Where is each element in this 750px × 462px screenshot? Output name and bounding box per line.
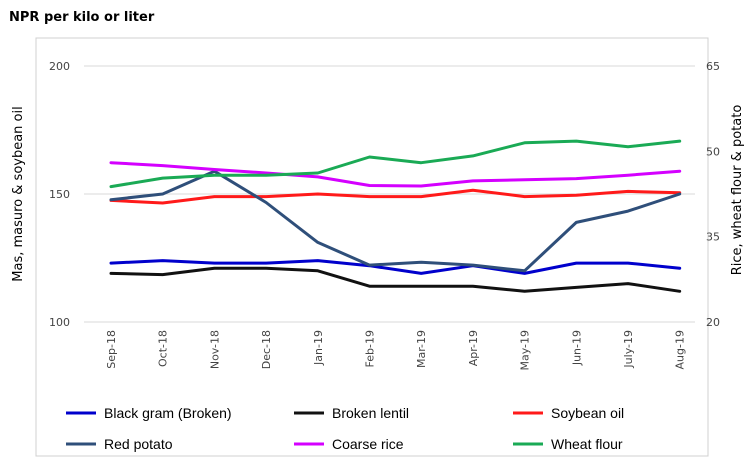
legend-label: Black gram (Broken) — [104, 405, 232, 421]
legend-label: Red potato — [104, 436, 173, 452]
y-right-tick-label: 20 — [706, 316, 720, 329]
legend-label: Broken lentil — [332, 405, 409, 421]
x-tick-label: Jun-19 — [570, 330, 583, 366]
series-line-soybean-oil — [109, 188, 682, 205]
x-tick-label: Aug-19 — [674, 330, 687, 369]
y-right-tick-label: 50 — [706, 145, 720, 158]
y-left-tick-label: 200 — [49, 60, 70, 73]
x-tick-label: Feb-19 — [364, 330, 377, 367]
x-tick-label: Apr-19 — [467, 330, 480, 366]
legend-label: Wheat flour — [551, 436, 623, 452]
series-line-coarse-rice — [109, 161, 682, 188]
chart-title: NPR per kilo or liter — [9, 10, 155, 25]
y-left-tick-label: 150 — [49, 188, 70, 201]
series-line-black-gram-broken — [109, 259, 682, 275]
x-tick-label: Sep-18 — [105, 330, 118, 369]
series-line-broken-lentil — [109, 266, 682, 293]
legend-item-red-potato: Red potato — [66, 436, 173, 452]
legend-label: Soybean oil — [551, 405, 624, 421]
x-tick-label: July-19 — [622, 330, 635, 369]
legend-item-broken-lentil: Broken lentil — [294, 405, 409, 421]
legend-item-wheat-flour: Wheat flour — [513, 436, 623, 452]
y-left-tick-label: 100 — [49, 316, 70, 329]
x-tick-label: Mar-19 — [415, 330, 428, 368]
x-tick-label: Oct-18 — [157, 330, 170, 367]
series-line-wheat-flour — [109, 139, 682, 189]
x-tick-label: Nov-18 — [208, 330, 221, 369]
legend-label: Coarse rice — [332, 436, 404, 452]
chart-frame — [35, 37, 709, 457]
y-right-axis-title: Rice, wheat flour & potato — [730, 105, 745, 276]
x-tick-label: May-19 — [519, 330, 532, 371]
x-tick-label: Dec-18 — [260, 330, 273, 369]
y-right-tick-label: 35 — [706, 231, 720, 244]
legend-item-black-gram-broken: Black gram (Broken) — [66, 405, 232, 421]
y-right-tick-label: 65 — [706, 60, 720, 73]
y-left-axis-title: Mas, masuro & soybean oil — [11, 106, 26, 281]
legend-item-soybean-oil: Soybean oil — [513, 405, 624, 421]
legend-item-coarse-rice: Coarse rice — [294, 436, 404, 452]
x-tick-label: Jan-19 — [312, 330, 325, 366]
